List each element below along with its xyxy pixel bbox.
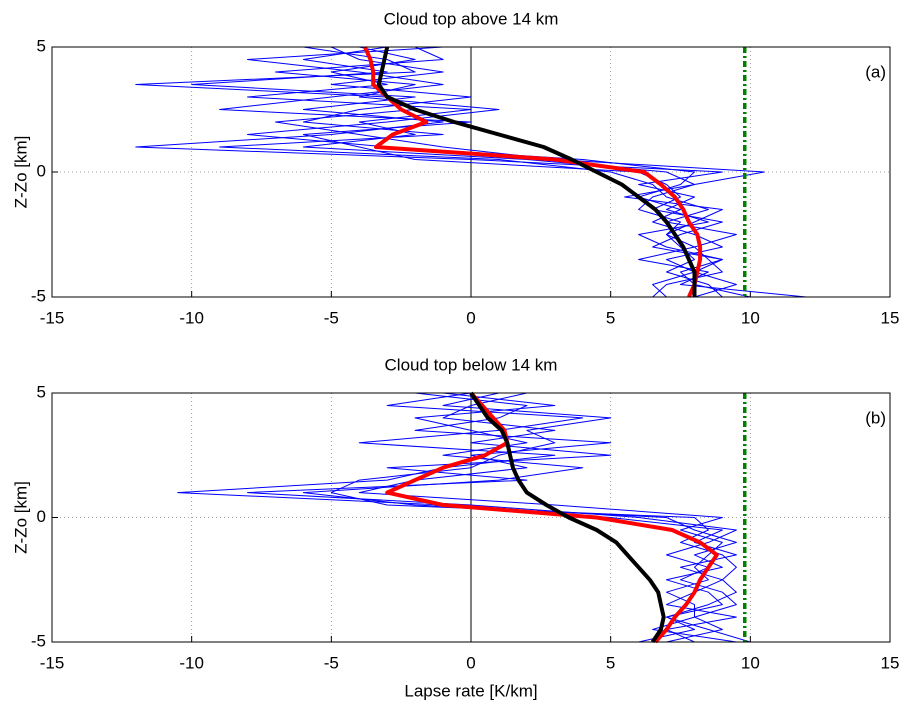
y-tick-label: 0 [37, 507, 46, 526]
panel-label: (a) [865, 62, 886, 81]
y-tick-label: -5 [31, 631, 46, 650]
profile-line [247, 392, 737, 643]
x-tick-label: 10 [741, 308, 760, 327]
x-tick-label: 5 [606, 308, 615, 327]
x-tick-label: -10 [179, 308, 204, 327]
x-tick-label: -10 [179, 653, 204, 672]
x-tick-label: -15 [40, 308, 65, 327]
y-tick-label: -5 [31, 286, 46, 305]
panel-title: Cloud top below 14 km [385, 355, 558, 374]
profile-line [358, 392, 723, 643]
x-tick-label: -5 [324, 653, 339, 672]
x-tick-label: 15 [881, 308, 900, 327]
profile-line [135, 46, 807, 298]
profile-line [330, 392, 751, 643]
panel-label: (b) [865, 408, 886, 427]
y-tick-label: 5 [37, 382, 46, 401]
panel-title: Cloud top above 14 km [384, 9, 559, 28]
profile-line [469, 391, 666, 644]
y-tick-label: 0 [37, 161, 46, 180]
profile-line [177, 392, 737, 643]
plot-frame [51, 392, 891, 643]
profile-line [376, 46, 697, 297]
x-tick-label: 0 [466, 653, 475, 672]
x-axis-label: Lapse rate [K/km] [404, 681, 537, 700]
x-tick-label: 0 [466, 308, 475, 327]
x-tick-label: 15 [881, 653, 900, 672]
x-tick-label: 5 [606, 653, 615, 672]
profile-line [363, 46, 703, 298]
x-tick-label: -15 [40, 653, 65, 672]
plot-frame [51, 46, 891, 298]
y-axis-label: Z-Zo [km] [11, 481, 30, 554]
x-tick-label: 10 [741, 653, 760, 672]
x-tick-label: -5 [324, 308, 339, 327]
profile-line [247, 46, 723, 298]
y-tick-label: 5 [37, 36, 46, 55]
y-axis-label: Z-Zo [km] [11, 136, 30, 209]
